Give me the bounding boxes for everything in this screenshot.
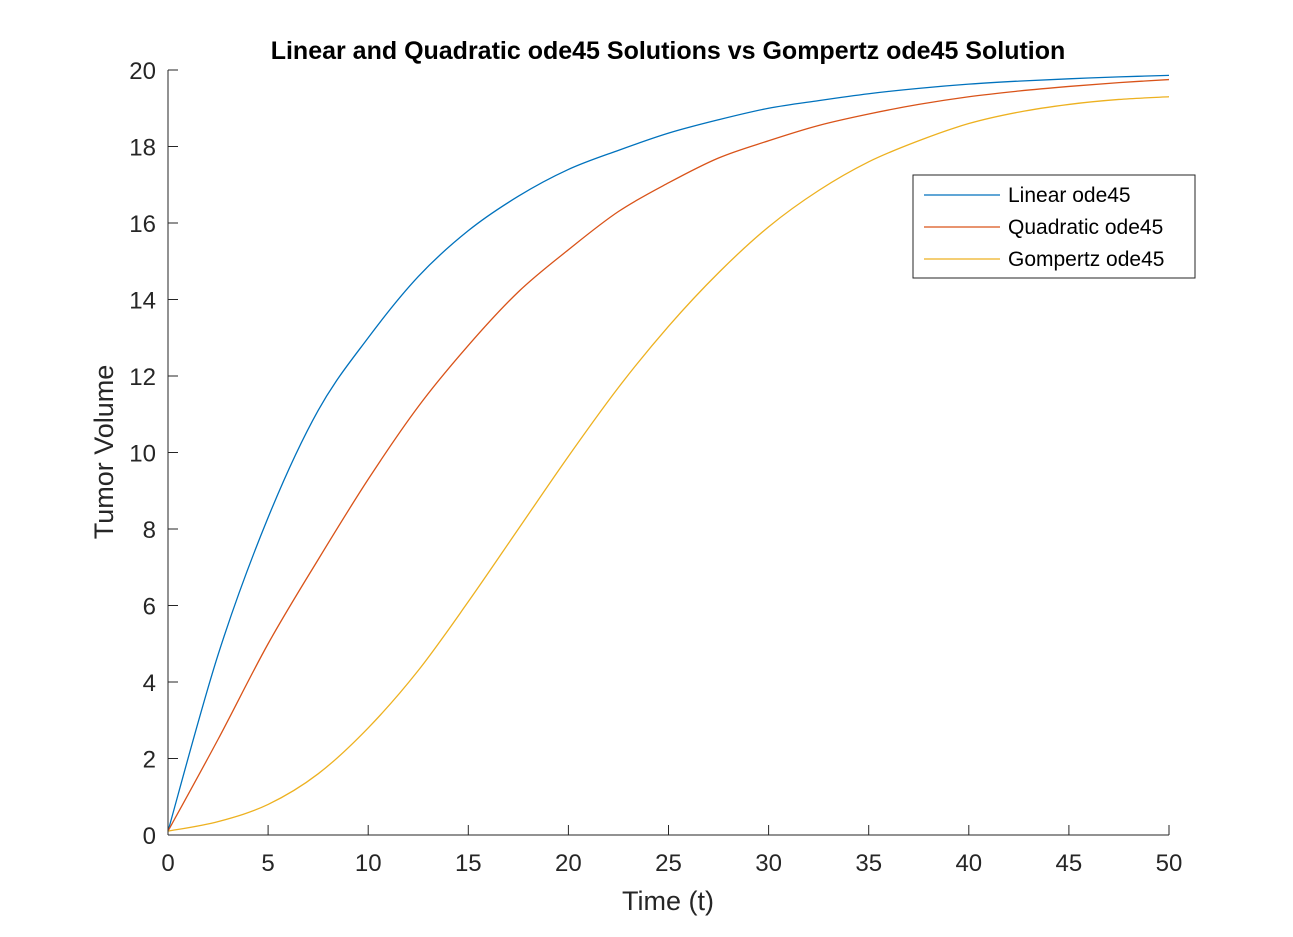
- series-layer: [167, 74, 1170, 832]
- legend-label-gompertz: Gompertz ode45: [1008, 248, 1164, 271]
- y-tick-label: 12: [129, 364, 156, 391]
- series-line-quadratic: [167, 78, 1170, 832]
- x-tick-label: 45: [1056, 850, 1083, 877]
- y-tick-label: 14: [129, 288, 156, 315]
- y-tick-label: 16: [129, 211, 156, 238]
- y-axis-title: Tumor Volume: [89, 365, 119, 540]
- y-tick-label: 20: [129, 58, 156, 85]
- legend: Linear ode45 Quadratic ode45 Gompertz od…: [912, 174, 1196, 279]
- x-tick-label: 40: [955, 850, 982, 877]
- x-tick-label: 5: [261, 850, 274, 877]
- x-tick-label: 10: [355, 850, 382, 877]
- x-tick-label: 20: [555, 850, 582, 877]
- y-tick-label: 18: [129, 135, 156, 162]
- y-tick-label: 0: [143, 823, 156, 850]
- x-tick-label: 0: [161, 850, 174, 877]
- y-tick-label: 10: [129, 441, 156, 468]
- series-line-linear: [167, 74, 1170, 832]
- x-tick-label: 50: [1156, 850, 1183, 877]
- x-axis-title: Time (t): [622, 886, 714, 916]
- y-tick-label: 2: [143, 747, 156, 774]
- x-tick-label: 25: [655, 850, 682, 877]
- legend-label-linear: Linear ode45: [1008, 184, 1131, 207]
- y-tick-label: 4: [143, 670, 156, 697]
- x-tick-label: 15: [455, 850, 482, 877]
- chart-title: Linear and Quadratic ode45 Solutions vs …: [271, 37, 1066, 65]
- series-line-gompertz: [167, 96, 1170, 832]
- legend-label-quadratic: Quadratic ode45: [1008, 216, 1163, 239]
- ticks-layer: 0 5 10 15 20 25 30 35 40 45 50 0 2 4 6 8 10 12 14 16 18 20: [129, 58, 1182, 877]
- x-tick-label: 30: [755, 850, 782, 877]
- y-tick-label: 8: [143, 517, 156, 544]
- y-tick-label: 6: [143, 594, 156, 621]
- x-tick-label: 35: [855, 850, 882, 877]
